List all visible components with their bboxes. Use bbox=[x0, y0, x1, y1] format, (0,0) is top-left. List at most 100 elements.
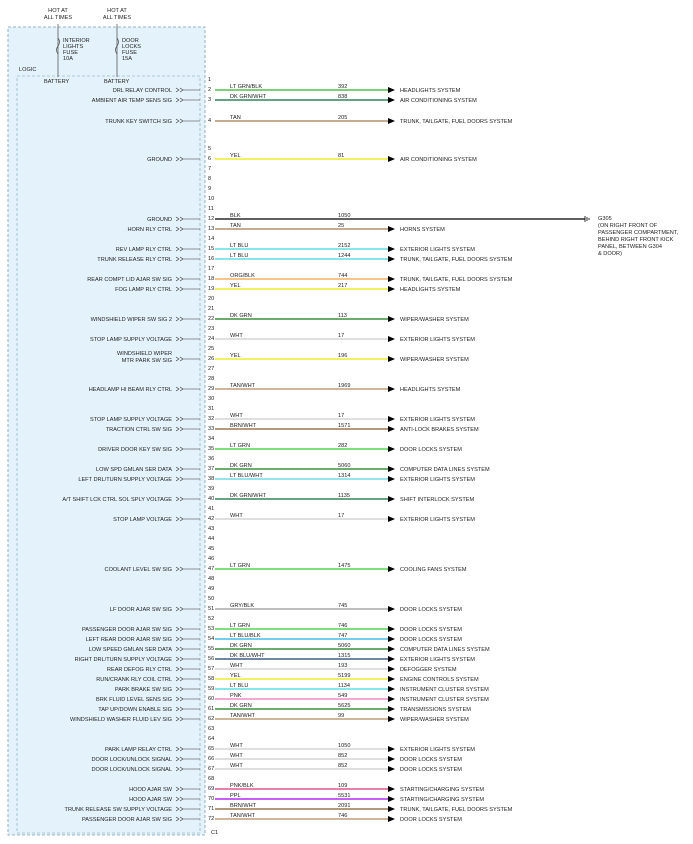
pin-connector bbox=[175, 606, 200, 612]
destination: TRUNK, TAILGATE, FUEL DOORS SYSTEM bbox=[400, 119, 513, 125]
signal-label: PARK LAMP RELAY CTRL bbox=[105, 747, 172, 753]
destination: ENGINE CONTROLS SYSTEM bbox=[400, 677, 479, 683]
circuit-number: 5060 bbox=[338, 643, 350, 649]
signal-label: TRUNK KEY SWITCH SIG bbox=[105, 119, 172, 125]
destination: COMPUTER DATA LINES SYSTEM bbox=[400, 467, 490, 473]
circuit-number: 5531 bbox=[338, 793, 350, 799]
wire-color: BRN/WHT bbox=[230, 423, 257, 429]
battery-label: BATTERY bbox=[104, 79, 130, 85]
signal-label: RUN/CRANK RLY COIL CTRL bbox=[96, 677, 172, 683]
wire-color: WHT bbox=[230, 753, 243, 759]
pin-number: 34 bbox=[208, 436, 214, 442]
arrow bbox=[388, 716, 395, 722]
wire-color: YEL bbox=[230, 153, 241, 159]
circuit-number: 745 bbox=[338, 603, 347, 609]
pin-number: 21 bbox=[208, 306, 214, 312]
circuit-number: 196 bbox=[338, 353, 347, 359]
pin-number: 50 bbox=[208, 596, 214, 602]
logic-label: LOGIC bbox=[19, 67, 36, 73]
arrow bbox=[388, 336, 395, 342]
pin-number: 43 bbox=[208, 526, 214, 532]
wire-color: LT GRN bbox=[230, 623, 250, 629]
wire-color: PNK/BLK bbox=[230, 783, 254, 789]
fuse-label: 10A bbox=[63, 56, 73, 62]
signal-label: TAP UP/DOWN ENABLE SIG bbox=[98, 707, 172, 713]
destination: COOLING FANS SYSTEM bbox=[400, 567, 467, 573]
circuit-number: 1135 bbox=[338, 493, 350, 499]
arrow bbox=[388, 256, 395, 262]
destination: HORNS SYSTEM bbox=[400, 227, 445, 233]
pin-connector bbox=[175, 516, 200, 522]
circuit-number: 81 bbox=[338, 153, 344, 159]
module-box bbox=[7, 26, 206, 836]
circuit-number: 549 bbox=[338, 693, 347, 699]
destination: AIR CONDITIONING SYSTEM bbox=[400, 157, 477, 163]
wire-color: ORG/BLK bbox=[230, 273, 255, 279]
pin-number: 17 bbox=[208, 266, 214, 272]
pin-connector bbox=[175, 816, 200, 822]
arrow bbox=[388, 706, 395, 712]
circuit-number: 852 bbox=[338, 753, 347, 759]
pin-number: 3 bbox=[208, 97, 211, 103]
pin-connector bbox=[175, 416, 200, 422]
pin-number: 72 bbox=[208, 816, 214, 822]
wire-color: LT BLU/BLK bbox=[230, 633, 261, 639]
circuit-number: 1314 bbox=[338, 473, 350, 479]
pin-number: 55 bbox=[208, 646, 214, 652]
circuit-number: 838 bbox=[338, 94, 347, 100]
pin-number: 26 bbox=[208, 356, 214, 362]
wire-color: YEL bbox=[230, 283, 241, 289]
pin-connector bbox=[175, 356, 200, 362]
destination: ANTI-LOCK BRAKES SYSTEM bbox=[400, 427, 479, 433]
circuit-number: 5625 bbox=[338, 703, 350, 709]
pin-connector bbox=[175, 656, 200, 662]
signal-label: WINDSHIELD WIPER SW SIG 2 bbox=[91, 317, 172, 323]
pin-connector bbox=[175, 446, 200, 452]
circuit-number: 2091 bbox=[338, 803, 350, 809]
wire-color: WHT bbox=[230, 763, 243, 769]
circuit-number: 746 bbox=[338, 813, 347, 819]
pin-number: 5 bbox=[208, 146, 211, 152]
pin-connector bbox=[175, 156, 200, 162]
destination: EXTERIOR LIGHTS SYSTEM bbox=[400, 517, 475, 523]
signal-label: HOOD AJAR SW bbox=[129, 787, 173, 793]
pin-connector bbox=[175, 696, 200, 702]
pin-number: 46 bbox=[208, 556, 214, 562]
signal-label: FOG LAMP RLY CTRL bbox=[115, 287, 172, 293]
circuit-number: 2152 bbox=[338, 243, 350, 249]
pin-number: 45 bbox=[208, 546, 214, 552]
pin-number: 31 bbox=[208, 406, 214, 412]
signal-label: BRK FLUID LEVEL SENS SIG bbox=[96, 697, 172, 703]
destination: COMPUTER DATA LINES SYSTEM bbox=[400, 647, 490, 653]
pin-connector bbox=[175, 636, 200, 642]
circuit-number: 17 bbox=[338, 333, 344, 339]
pin-connector bbox=[175, 256, 200, 262]
arrow bbox=[388, 416, 395, 422]
wire-color: BLK bbox=[230, 213, 241, 219]
destination: WIPER/WASHER SYSTEM bbox=[400, 717, 469, 723]
destination: TRUNK, TAILGATE, FUEL DOORS SYSTEM bbox=[400, 277, 513, 283]
pin-number: 12 bbox=[208, 216, 214, 222]
destination: SHIFT INTERLOCK SYSTEM bbox=[400, 497, 475, 503]
arrow bbox=[388, 87, 395, 93]
signal-label: HORN RLY CTRL bbox=[127, 227, 172, 233]
pin-number: 27 bbox=[208, 366, 214, 372]
wire-color: DK GRN bbox=[230, 703, 252, 709]
pin-number: 30 bbox=[208, 396, 214, 402]
circuit-number: 17 bbox=[338, 513, 344, 519]
pin-number: 68 bbox=[208, 776, 214, 782]
arrow bbox=[388, 676, 395, 682]
destination: DOOR LOCKS SYSTEM bbox=[400, 817, 462, 823]
arrow bbox=[388, 766, 395, 772]
destination: EXTERIOR LIGHTS SYSTEM bbox=[400, 747, 475, 753]
signal-label: WINDSHIELD WIPER bbox=[117, 351, 172, 357]
wire-color: TAN/WHT bbox=[230, 713, 256, 719]
hot-label: ALL TIMES bbox=[103, 15, 132, 21]
signal-label: GROUND bbox=[147, 217, 172, 223]
pin-number: 40 bbox=[208, 496, 214, 502]
arrow bbox=[388, 636, 395, 642]
wire-color: WHT bbox=[230, 663, 243, 669]
pin-number: 42 bbox=[208, 516, 214, 522]
wire-color: WHT bbox=[230, 333, 243, 339]
